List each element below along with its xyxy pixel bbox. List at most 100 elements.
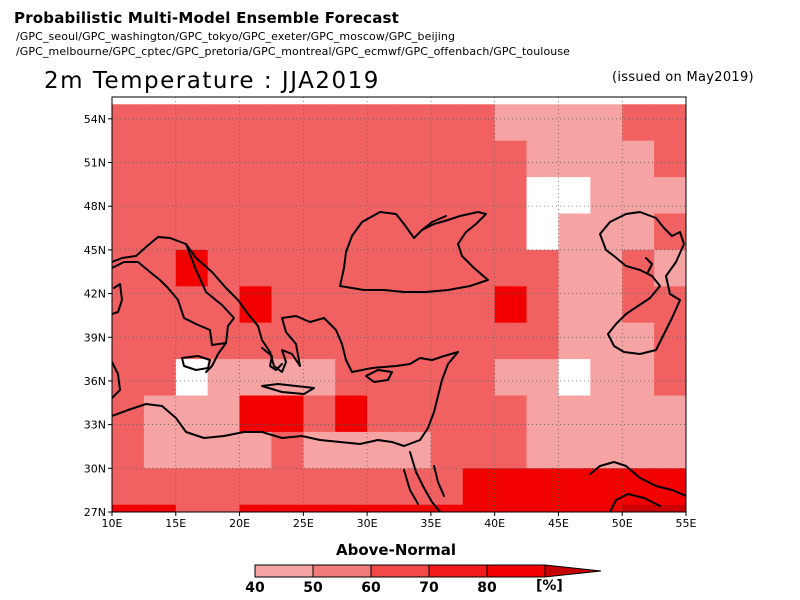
legend-label: 60 — [361, 580, 381, 596]
probability-cell — [558, 395, 591, 433]
probability-cell — [143, 359, 177, 397]
probability-cell — [558, 104, 591, 142]
probability-cell — [558, 249, 591, 287]
probability-cell — [558, 322, 591, 360]
probability-cell — [686, 432, 718, 469]
map-axes: 10E 15E 20E 25E 30E 35E 40E 45E 50E 55E 27N 30N 33N 3… — [84, 113, 697, 530]
probability-cell — [335, 286, 368, 324]
probability-cell — [686, 250, 718, 287]
probability-cell — [654, 140, 686, 178]
probability-cells — [112, 104, 718, 512]
legend-label: 40 — [245, 580, 265, 596]
probability-cell — [335, 504, 368, 512]
lon-tick-label: 20E — [229, 517, 250, 530]
probability-cell — [622, 504, 655, 512]
lat-tick-label: 39N — [84, 331, 106, 344]
probability-cell — [430, 504, 464, 512]
probability-cell — [622, 213, 655, 251]
probability-cell — [399, 504, 432, 512]
probability-cell — [112, 431, 145, 469]
probability-cell — [526, 177, 559, 214]
probability-cell — [590, 322, 623, 360]
peloponnese-coastline — [261, 347, 283, 371]
probability-cell — [239, 322, 272, 360]
tunisia-coastline — [112, 361, 121, 399]
probability-cell — [399, 431, 432, 469]
probability-cell — [526, 468, 559, 506]
azov-coastline — [421, 215, 447, 231]
probability-cell — [112, 104, 145, 142]
legend-swatch — [370, 564, 430, 578]
lat-tick-label: 33N — [84, 419, 106, 432]
persian-gulf-south-coastline — [609, 493, 661, 512]
probability-cell — [303, 322, 336, 360]
probability-cell — [399, 249, 432, 287]
probability-cell — [686, 323, 718, 360]
probability-cell — [143, 322, 177, 360]
probability-cell — [303, 213, 336, 251]
legend-swatch — [254, 564, 314, 578]
probability-cell — [526, 286, 559, 324]
lat-tick-label: 45N — [84, 244, 106, 257]
probability-cell — [143, 504, 177, 512]
legend-swatch — [486, 564, 546, 578]
probability-cell — [271, 504, 304, 512]
probability-cell — [526, 213, 559, 251]
probability-cell — [143, 140, 177, 178]
probability-cell — [526, 322, 559, 360]
legend-swatch — [428, 564, 488, 578]
probability-cell — [494, 468, 528, 506]
probability-cell — [686, 286, 718, 323]
probability-cell — [462, 249, 496, 287]
probability-cell — [430, 286, 464, 324]
lat-tick-label: 27N — [84, 506, 106, 519]
probability-cell — [558, 140, 591, 178]
probability-cell — [654, 322, 686, 360]
legend-title: Above-Normal — [336, 541, 456, 559]
italy-heel — [205, 342, 227, 373]
probability-cell — [558, 286, 591, 324]
contributing-centers-line-1: /GPC_seoul/GPC_washington/GPC_tokyo/GPC_… — [16, 30, 456, 43]
probability-cell — [494, 504, 528, 512]
probability-cell — [558, 431, 591, 469]
sardinia-coastline — [112, 283, 123, 315]
probability-cell — [175, 249, 209, 287]
probability-cell — [526, 431, 559, 469]
probability-cell — [207, 286, 241, 324]
probability-cell — [367, 213, 400, 251]
lon-tick-label: 40E — [484, 517, 505, 530]
probability-cell — [494, 431, 528, 469]
lat-tick-label: 48N — [84, 200, 106, 213]
probability-cell — [462, 395, 496, 433]
gulf-aqaba-coastline — [433, 465, 445, 497]
probability-cell — [494, 213, 528, 251]
probability-cell — [526, 104, 559, 142]
probability-cell — [399, 177, 432, 214]
probability-cell — [367, 468, 400, 506]
legend-label: 50 — [303, 580, 323, 596]
probability-cell — [462, 359, 496, 397]
probability-cell — [239, 249, 272, 287]
probability-cell — [686, 104, 718, 141]
probability-cell — [494, 140, 528, 178]
probability-cell — [112, 177, 145, 214]
probability-cell — [367, 322, 400, 360]
probability-cell — [175, 177, 209, 214]
probability-cell — [462, 104, 496, 142]
probability-cell — [367, 104, 400, 142]
caspian-coastline — [599, 211, 685, 355]
probability-cell — [335, 359, 368, 397]
probability-cell — [175, 213, 209, 251]
probability-cell — [207, 249, 241, 287]
probability-cell — [462, 177, 496, 214]
probability-cell — [430, 104, 464, 142]
probability-cell — [271, 177, 304, 214]
legend-label: 80 — [477, 580, 497, 596]
probability-cell — [112, 286, 145, 324]
turkey-coastline — [323, 317, 459, 373]
lon-tick-label: 15E — [165, 517, 186, 530]
probability-cell — [207, 213, 241, 251]
legend-swatch — [312, 564, 372, 578]
probability-cell — [112, 359, 145, 397]
probability-cell — [207, 504, 241, 512]
